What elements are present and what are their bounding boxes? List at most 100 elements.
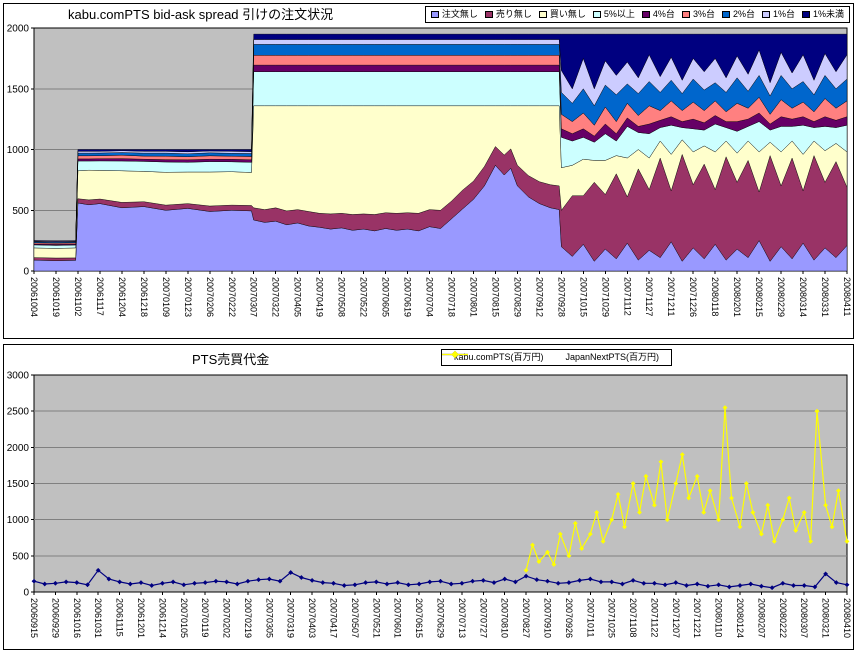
x-tick-label: 20070910 (542, 598, 552, 638)
trading-value-plot: 0 500 1000 1500 2000 2500 3000 20060915 20060929… (7, 371, 852, 639)
x-tick-label: 20061204 (117, 277, 127, 317)
x-tick-label: 20061004 (29, 277, 39, 317)
legend-item: 5%以上 (592, 9, 635, 20)
x-tick-label: 20070119 (200, 598, 210, 637)
legend-item: 注文無し (430, 9, 478, 20)
x-tick-label: 20071011 (585, 598, 595, 637)
trading-value-chart-title: PTS売買代金 (192, 352, 270, 367)
x-tick-label: 20080410 (842, 598, 852, 638)
x-tick-label: 20070417 (329, 598, 339, 638)
x-tick-label: 20061115 (115, 598, 125, 637)
x-tick-label: 20061016 (72, 598, 82, 638)
x-tick-label: 20080314 (798, 277, 808, 317)
x-tick-label: 20070718 (446, 277, 456, 317)
legend-label: 5%以上 (603, 9, 635, 19)
trading-value-legend: kabu.comPTS(百万円) JapanNextPTS(百万円) (441, 349, 673, 366)
y-tick-label: 2500 (7, 407, 30, 418)
legend-swatch (430, 11, 439, 18)
x-tick-label: 20060915 (29, 598, 39, 638)
legend-label: 2%台 (732, 9, 755, 19)
x-tick-label: 20070105 (179, 598, 189, 638)
x-tick-label: 20070222 (227, 277, 237, 317)
x-tick-label: 20080229 (776, 277, 786, 317)
legend-swatch (592, 11, 601, 18)
x-tick-label: 20061102 (73, 277, 83, 316)
x-tick-label: 20070713 (457, 598, 467, 638)
x-tick-label: 20080110 (714, 598, 724, 637)
x-tick-label: 20071122 (649, 598, 659, 637)
x-tick-label: 20070926 (564, 598, 574, 638)
x-tick-label: 20080331 (820, 277, 830, 317)
x-tick-label: 20080207 (756, 598, 766, 638)
legend-swatch (761, 11, 770, 18)
x-tick-label: 20061218 (139, 277, 149, 317)
legend-item: 3%台 (681, 9, 715, 20)
x-tick-label: 20070202 (222, 598, 232, 638)
line-markers-0 (31, 567, 850, 591)
x-tick-label: 20071015 (578, 277, 588, 317)
y-tick-label: 0 (23, 588, 29, 599)
x-tick-label: 20070322 (271, 277, 281, 317)
x-tick-label: 20070912 (534, 277, 544, 317)
area-series-8 (33, 33, 848, 242)
legend-item: 1%未満 (801, 9, 844, 20)
bidask-chart-title: kabu.comPTS bid-ask spread 引けの注文状況 (68, 7, 334, 22)
x-tick-label: 20070405 (293, 277, 303, 317)
x-tick-label: 20070521 (371, 598, 381, 638)
x-tick-label: 20071226 (688, 277, 698, 317)
x-tick-label: 20070219 (243, 598, 253, 638)
x-tick-label: 20070629 (436, 598, 446, 638)
legend-item: 2%台 (721, 9, 755, 20)
x-tick-label: 20070928 (556, 277, 566, 317)
x-tick-label: 20070403 (307, 598, 317, 638)
legend-item: JapanNextPTS(百万円) (442, 350, 659, 363)
x-tick-label: 20080118 (710, 277, 720, 316)
x-tick-label: 20070815 (490, 277, 500, 317)
legend-swatch (484, 11, 493, 18)
y-tick-label: 3000 (7, 371, 30, 382)
legend-swatch (538, 11, 547, 18)
x-tick-label: 20070605 (381, 277, 391, 317)
x-tick-label: 20070704 (425, 277, 435, 317)
legend-swatch (681, 11, 690, 18)
bidask-legend: 注文無し 売り無し 買い無し 5%以上 4%台 3%台 2%台 1%台 1%未満 (424, 6, 850, 23)
x-tick-label: 20070522 (359, 277, 369, 317)
legend-label: 買い無し (549, 9, 586, 19)
x-tick-label: 20070829 (512, 277, 522, 317)
x-tick-label: 20061117 (95, 277, 105, 316)
x-tick-label: 20070827 (521, 598, 531, 638)
legend-swatch (801, 11, 810, 18)
legend-item: 4%台 (641, 9, 675, 20)
x-tick-label: 20071112 (622, 277, 632, 316)
legend-label: 4%台 (652, 9, 675, 19)
x-tick-label: 20060929 (50, 598, 60, 638)
x-tick-label: 20071029 (600, 277, 610, 317)
x-tick-label: 20070601 (393, 598, 403, 638)
bidask-spread-chart-panel: 0 500 1000 1500 2000 20061004 20061019 20061102… (3, 3, 854, 339)
x-tick-label: 20071211 (666, 277, 676, 316)
line-markers-1 (523, 405, 850, 573)
x-tick-label: 20070109 (161, 277, 171, 317)
x-tick-label: 20071025 (607, 598, 617, 638)
line-series-1 (525, 407, 848, 571)
legend-item: 売り無し (484, 9, 532, 20)
x-tick-label: 20071221 (692, 598, 702, 638)
y-tick-label: 1000 (7, 515, 30, 526)
y-tick-label: 2000 (7, 443, 30, 454)
y-tick-label: 0 (23, 267, 29, 278)
legend-line-marker (442, 350, 468, 359)
x-tick-label: 20070619 (403, 277, 413, 317)
x-tick-label: 20061031 (93, 598, 103, 638)
legend-label: 売り無し (495, 9, 532, 19)
bidask-spread-plot: 0 500 1000 1500 2000 20061004 20061019 20061102… (7, 24, 852, 318)
legend-item: 1%台 (761, 9, 795, 20)
legend-label: 注文無し (441, 9, 478, 19)
x-tick-label: 20061201 (136, 598, 146, 638)
x-tick-label: 20080307 (799, 598, 809, 638)
x-tick-label: 20070727 (478, 598, 488, 638)
x-tick-label: 20071127 (644, 277, 654, 316)
y-tick-label: 1500 (7, 479, 30, 490)
x-tick-label: 20070801 (468, 277, 478, 317)
x-tick-label: 20070319 (286, 598, 296, 638)
y-tick-label: 500 (12, 206, 29, 217)
